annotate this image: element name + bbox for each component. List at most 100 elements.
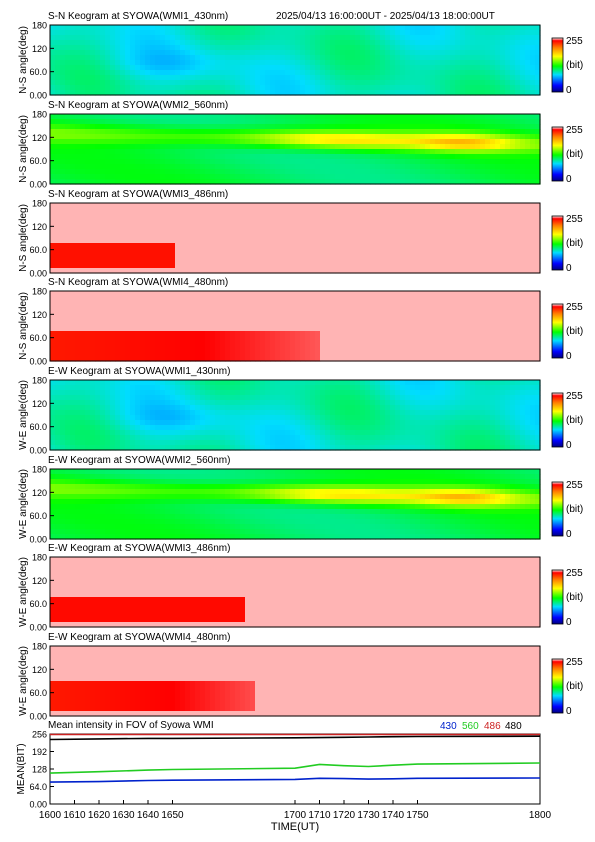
heatmap-cell	[165, 351, 171, 357]
heatmap-cell	[285, 45, 291, 51]
heatmap-cell	[340, 40, 346, 46]
heatmap-cell	[165, 301, 171, 307]
heatmap-cell	[330, 164, 336, 170]
heatmap-cell	[460, 223, 466, 229]
heatmap-cell	[200, 243, 206, 249]
heatmap-cell	[440, 263, 446, 269]
heatmap-cell	[165, 228, 171, 234]
heatmap-cell	[125, 331, 131, 337]
heatmap-cell	[315, 65, 321, 71]
heatmap-cell	[335, 60, 341, 66]
heatmap-cell	[515, 258, 521, 264]
heatmap-cell	[315, 179, 321, 185]
heatmap-cell	[175, 124, 181, 130]
heatmap-cell	[105, 268, 111, 274]
heatmap-cell	[455, 253, 461, 259]
heatmap-cell	[405, 268, 411, 274]
heatmap-cell	[125, 179, 131, 185]
heatmap-cell	[265, 228, 271, 234]
heatmap-cell	[100, 346, 106, 352]
heatmap-cell	[245, 331, 251, 337]
heatmap-cell	[80, 336, 86, 342]
heatmap-cell	[230, 85, 236, 91]
heatmap-cell	[70, 179, 76, 185]
heatmap-cell	[115, 336, 121, 342]
heatmap-cell	[170, 258, 176, 264]
heatmap-cell	[445, 203, 451, 209]
heatmap-cell	[75, 50, 81, 56]
heatmap-cell	[475, 50, 481, 56]
heatmap-cell	[145, 263, 151, 269]
heatmap-cell	[250, 306, 256, 312]
heatmap-cell	[315, 248, 321, 254]
heatmap-cell	[150, 233, 156, 239]
heatmap-cell	[210, 40, 216, 46]
heatmap-cell	[275, 346, 281, 352]
heatmap-cell	[450, 60, 456, 66]
heatmap-cell	[340, 119, 346, 125]
heatmap-cell	[290, 346, 296, 352]
heatmap-cell	[55, 258, 61, 264]
heatmap-cell	[535, 174, 541, 180]
heatmap-cell	[360, 203, 366, 209]
heatmap-cell	[350, 134, 356, 140]
heatmap-cell	[350, 164, 356, 170]
heatmap-cell	[300, 139, 306, 145]
heatmap-cell	[335, 25, 341, 31]
heatmap-cell	[200, 45, 206, 51]
heatmap-cell	[395, 258, 401, 264]
heatmap-cell	[190, 311, 196, 317]
heatmap-cell	[410, 174, 416, 180]
heatmap-cell	[170, 268, 176, 274]
heatmap-cell	[345, 159, 351, 165]
heatmap-cell	[395, 203, 401, 209]
heatmap-cell	[55, 213, 61, 219]
heatmap-cell	[185, 326, 191, 332]
heatmap-cell	[265, 159, 271, 165]
heatmap-cell	[80, 40, 86, 46]
heatmap-cell	[285, 144, 291, 150]
heatmap-cell	[255, 203, 261, 209]
heatmap-cell	[335, 268, 341, 274]
plot-frame	[49, 113, 541, 185]
heatmap-cell	[210, 263, 216, 269]
heatmap-cell	[100, 213, 106, 219]
heatmap-cell	[500, 55, 506, 61]
heatmap-cell	[170, 341, 176, 347]
heatmap-cell	[265, 268, 271, 274]
heatmap-cell	[100, 311, 106, 317]
heatmap-cell	[330, 208, 336, 214]
heatmap-cell	[85, 316, 91, 322]
heatmap-cell	[210, 316, 216, 322]
heatmap-cell	[90, 169, 96, 175]
heatmap-cell	[460, 35, 466, 41]
heatmap-cell	[465, 139, 471, 145]
heatmap-cell	[525, 60, 531, 66]
heatmap-cell	[270, 144, 276, 150]
heatmap-cell	[105, 248, 111, 254]
heatmap-cell	[365, 258, 371, 264]
heatmap-cell	[375, 218, 381, 224]
heatmap-cell	[180, 154, 186, 160]
heatmap-cell	[475, 65, 481, 71]
heatmap-cell	[235, 253, 241, 259]
heatmap-cell	[435, 164, 441, 170]
heatmap-cell	[285, 321, 291, 327]
heatmap-cell	[510, 55, 516, 61]
heatmap-cell	[170, 30, 176, 36]
heatmap-cell	[520, 174, 526, 180]
heatmap-cell	[345, 208, 351, 214]
heatmap-cell	[165, 233, 171, 239]
heatmap-cell	[115, 90, 121, 96]
heatmap-cell	[105, 258, 111, 264]
heatmap-cell	[110, 55, 116, 61]
heatmap-cell	[90, 316, 96, 322]
heatmap-cell	[270, 25, 276, 31]
heatmap-cell	[310, 25, 316, 31]
heatmap-cell	[145, 25, 151, 31]
heatmap-cell	[50, 258, 56, 264]
heatmap-cell	[75, 75, 81, 81]
heatmap-cell	[485, 228, 491, 234]
heatmap-cell	[460, 243, 466, 249]
heatmap-cell	[430, 268, 436, 274]
